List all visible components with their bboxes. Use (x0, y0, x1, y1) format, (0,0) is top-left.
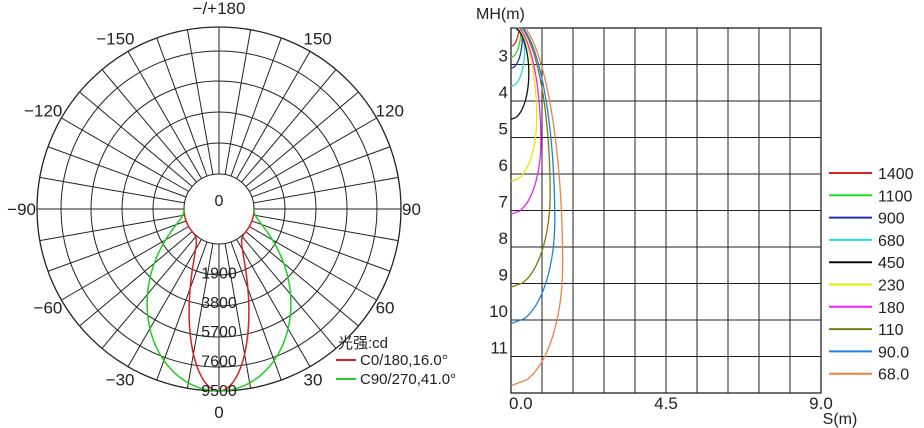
y-tick-label: 9 (499, 266, 508, 285)
illuminance-curve (510, 27, 551, 288)
polar-angle-label: 0 (214, 403, 223, 422)
illuminance-curve (510, 27, 530, 120)
polar-spoke (39, 176, 185, 204)
polar-spoke (224, 29, 252, 175)
polar-spoke (236, 51, 311, 179)
polar-spoke (47, 146, 187, 198)
polar-ring-label: 5700 (201, 324, 237, 341)
polar-spoke (127, 51, 202, 179)
polar-ring-label: 9500 (201, 383, 237, 400)
illuminance-curve (510, 27, 564, 387)
polar-angle-label: 150 (304, 29, 332, 48)
polar-spoke (186, 243, 214, 389)
y-tick-label: 5 (499, 120, 508, 139)
polar-angle-label: 90 (402, 200, 421, 219)
x-axis-title: S(m) (823, 411, 858, 428)
polar-center-label: 0 (215, 193, 224, 210)
polar-angle-label: −/+180 (193, 0, 246, 18)
polar-spoke (186, 29, 214, 175)
legend-label: 230 (878, 278, 905, 295)
polar-spoke (251, 146, 391, 198)
polar-spoke (101, 235, 197, 349)
legend-label: 180 (878, 300, 905, 317)
y-tick-label: 4 (499, 83, 508, 102)
polar-spoke (230, 37, 282, 177)
polar-ring-label: 1900 (201, 265, 237, 282)
polar-spoke (79, 231, 193, 327)
polar-spoke (79, 91, 193, 187)
polar-ring-label: 3800 (201, 295, 237, 312)
x-tick-label: 9.0 (809, 394, 833, 413)
polar-ring-label: 7600 (201, 354, 237, 371)
illuminance-curve (510, 27, 538, 182)
polar-spoke (39, 214, 185, 242)
x-tick-label: 0.0 (509, 394, 533, 413)
legend-label: 450 (878, 255, 905, 272)
illuminance-curve (510, 27, 556, 325)
x-tick-label: 4.5 (654, 394, 678, 413)
polar-spoke (61, 226, 189, 301)
legend-label: 1100 (878, 188, 913, 205)
polar-spoke (249, 117, 377, 192)
polar-spoke (253, 176, 399, 204)
polar-angle-label: −90 (7, 200, 36, 219)
polar-angle-label: −60 (34, 299, 63, 318)
y-tick-label: 6 (499, 156, 508, 175)
y-tick-label: 10 (489, 302, 508, 321)
polar-spoke (47, 220, 187, 272)
legend-label: 90.0 (878, 344, 909, 361)
polar-spoke (224, 243, 252, 389)
polar-legend-label: C0/180,16.0° (360, 352, 448, 369)
polar-angle-label: 30 (304, 371, 323, 390)
polar-spoke (156, 241, 208, 381)
polar-spoke (241, 69, 337, 183)
legend-label: 68.0 (878, 367, 909, 384)
polar-angle-label: 120 (376, 102, 404, 121)
polar-spoke (61, 117, 189, 192)
polar-spoke (245, 231, 359, 327)
polar-spoke (156, 37, 208, 177)
polar-spoke (127, 239, 202, 367)
illuminance-curve (510, 27, 542, 215)
polar-intensity-chart: −/+180 −150 150 −120 120 −90 90 −60 60 −30 30 0 0 190… (7, 0, 456, 422)
legend-label: 1400 (878, 166, 914, 183)
polar-spoke (245, 91, 359, 187)
polar-spoke (101, 69, 197, 183)
polar-spoke (251, 220, 391, 272)
polar-angle-label: −150 (96, 29, 134, 48)
y-tick-label: 3 (499, 47, 508, 66)
y-tick-label: 8 (499, 229, 508, 248)
polar-spoke (253, 214, 399, 242)
polar-spoke (249, 226, 377, 301)
polar-angle-label: −30 (106, 371, 135, 390)
polar-angle-label: 60 (376, 299, 395, 318)
legend-label: 680 (878, 233, 905, 250)
polar-spoke (230, 241, 282, 381)
plot-frame (510, 27, 822, 394)
y-axis-title: MH(m) (476, 6, 525, 23)
legend-label: 900 (878, 211, 905, 228)
polar-legend-title: 光强:cd (338, 335, 388, 352)
legend-label: 110 (878, 322, 904, 339)
polar-legend-label: C90/270,41.0° (360, 371, 456, 388)
polar-series-curve (146, 209, 292, 392)
polar-spoke (236, 239, 311, 367)
illuminance-cone-chart: MH(m) S(m) 3 4 5 6 7 8 9 10 11 0.0 4.5 9.0 1400 1100 900… (476, 6, 914, 428)
y-tick-label: 11 (490, 339, 508, 358)
polar-spoke (241, 235, 337, 349)
polar-angle-label: −120 (24, 102, 62, 121)
y-tick-label: 7 (499, 193, 508, 212)
